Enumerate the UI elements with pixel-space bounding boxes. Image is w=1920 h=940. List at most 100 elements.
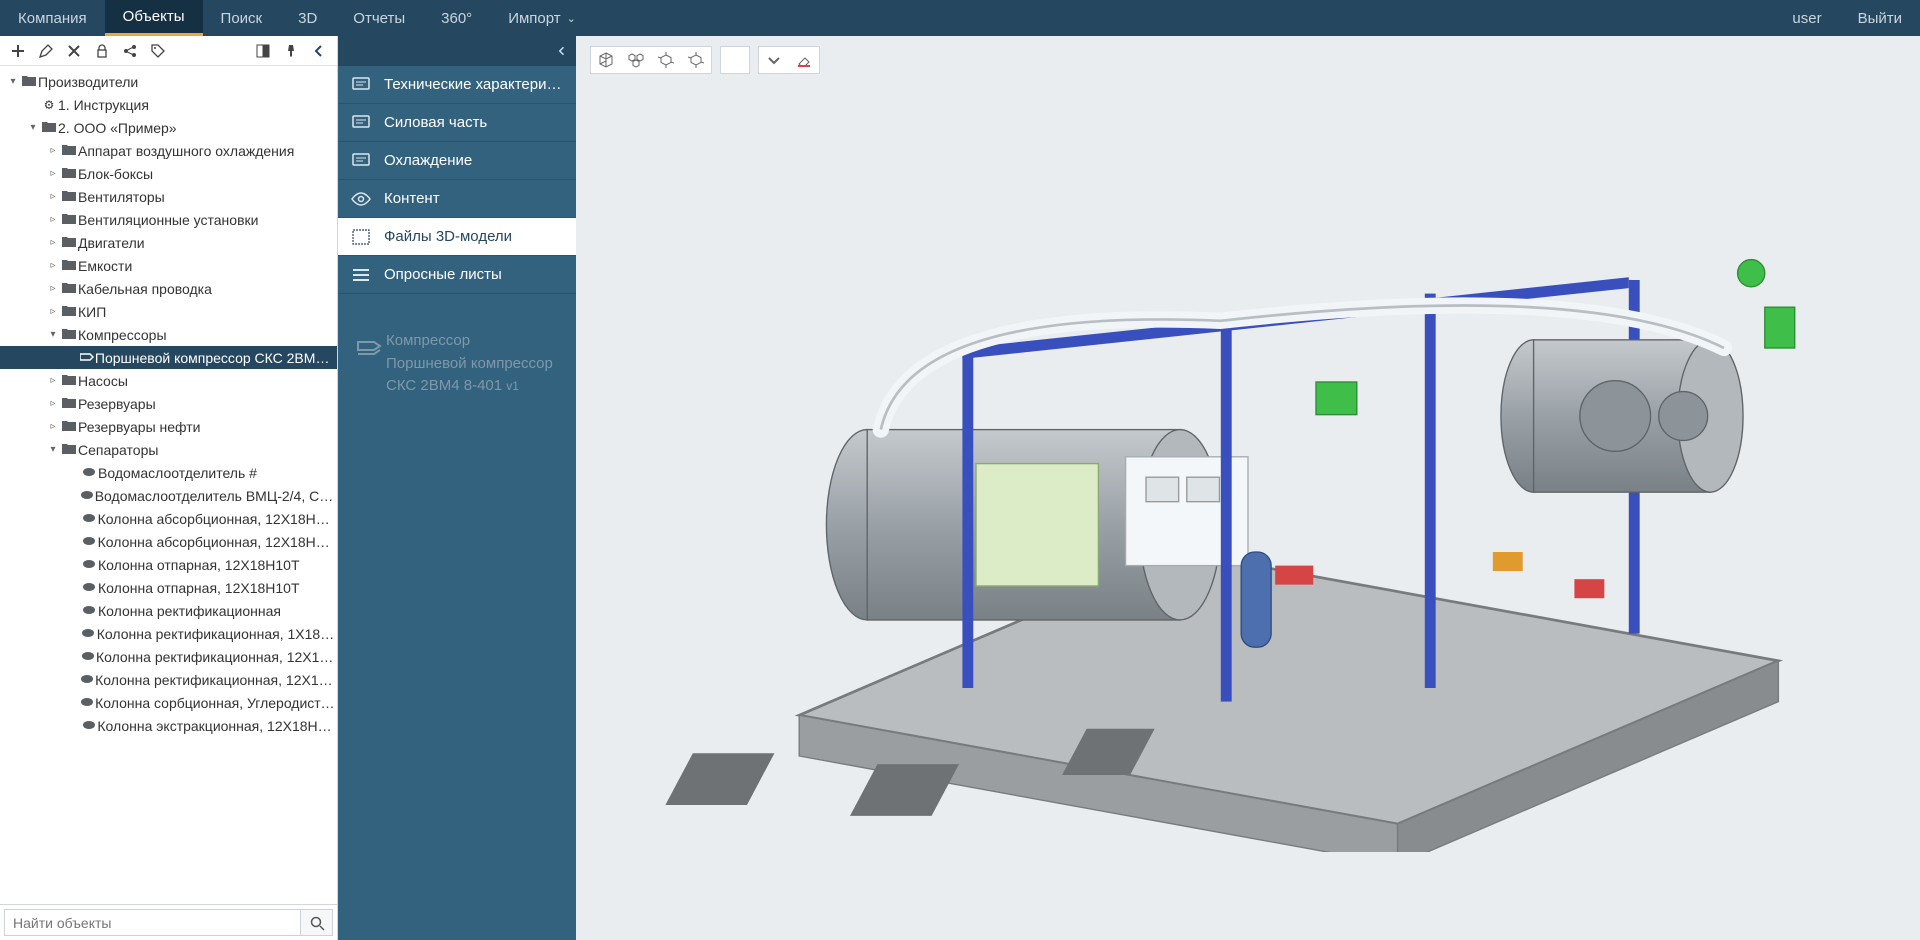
compressor-icon: [354, 330, 386, 398]
nav-user[interactable]: user: [1774, 0, 1839, 36]
tree-vessel-icon: [79, 673, 95, 687]
sec-row-2[interactable]: Охлаждение: [338, 142, 576, 180]
sec-row-3[interactable]: Контент: [338, 180, 576, 218]
tree-arrow-icon: ▹: [46, 214, 60, 225]
tree-row[interactable]: Колонна экстракционная, 12Х18Н10Т: [0, 714, 337, 737]
search-input[interactable]: [4, 909, 301, 936]
tb-collapse-icon[interactable]: [305, 37, 333, 65]
tree-row[interactable]: ▹Емкости: [0, 254, 337, 277]
tb-tag-icon[interactable]: [144, 37, 172, 65]
tree-row[interactable]: Колонна ректификационная: [0, 599, 337, 622]
eye-icon: [348, 189, 374, 209]
tree-row[interactable]: ▹Двигатели: [0, 231, 337, 254]
tree-row[interactable]: ▾Сепараторы: [0, 438, 337, 461]
tree-label: Колонна ректификационная, 1Х18Н9Т: [97, 626, 337, 642]
tree-row[interactable]: Колонна ректификационная, 1Х18Н9Т: [0, 622, 337, 645]
tree-label: Колонна ректификационная: [98, 603, 281, 619]
tb-x-icon[interactable]: [60, 37, 88, 65]
tree-row[interactable]: ▹Резервуары нефти: [0, 415, 337, 438]
nav-item-6[interactable]: Импорт⌄: [490, 0, 594, 36]
tb-split-icon[interactable]: [249, 37, 277, 65]
tree-row[interactable]: Водомаслоотделитель #: [0, 461, 337, 484]
nav-item-5[interactable]: 360°: [423, 0, 490, 36]
tree[interactable]: ▾Производители⚙1. Инструкция▾2. ООО «При…: [0, 66, 337, 904]
tree-row[interactable]: ▾Компрессоры: [0, 323, 337, 346]
search-button[interactable]: [301, 909, 333, 936]
tree-vessel-icon: [80, 581, 98, 595]
tree-folder-icon: [40, 120, 58, 135]
tree-vessel-icon: [79, 627, 96, 641]
tree-label: Компрессоры: [78, 327, 167, 343]
list-icon: [348, 265, 374, 285]
sec-label: Контент: [384, 190, 440, 207]
tree-folder-icon: [60, 327, 78, 342]
sec-row-1[interactable]: Силовая часть: [338, 104, 576, 142]
tree-row[interactable]: Колонна ректификационная, 12Х18Н10Т: [0, 668, 337, 691]
nav-item-0[interactable]: Компания: [0, 0, 105, 36]
sec-collapse[interactable]: [338, 36, 576, 66]
tree-equip-icon: [79, 351, 95, 365]
tree-folder-icon: [60, 166, 78, 181]
tree-row[interactable]: Колонна ректификационная, 12Х18Н9Т: [0, 645, 337, 668]
tree-folder-icon: [60, 373, 78, 388]
sec-row-0[interactable]: Технические характери…: [338, 66, 576, 104]
sec-info: Компрессор Поршневой компрессор СКС 2ВМ4…: [338, 294, 576, 398]
sec-label: Силовая часть: [384, 114, 487, 131]
tb-pin-icon[interactable]: [277, 37, 305, 65]
nav-item-3[interactable]: 3D: [280, 0, 335, 36]
vp-explode-icon[interactable]: [651, 47, 681, 73]
tree-row[interactable]: Колонна абсорбционная, 12Х18Н10Т: [0, 530, 337, 553]
tree-row[interactable]: ▹Насосы: [0, 369, 337, 392]
main-layout: ▾Производители⚙1. Инструкция▾2. ООО «При…: [0, 36, 1920, 940]
tree-label: Колонна экстракционная, 12Х18Н10Т: [97, 718, 337, 734]
tree-label: Аппарат воздушного охлаждения: [78, 143, 294, 159]
sec-row-5[interactable]: Опросные листы: [338, 256, 576, 294]
tree-row[interactable]: Колонна сорбционная, Углеродистая с…: [0, 691, 337, 714]
tree-folder-icon: [60, 189, 78, 204]
tb-share-icon[interactable]: [116, 37, 144, 65]
tree-label: Колонна абсорбционная, 12Х18Н10Т: [98, 511, 337, 527]
tree-label: Вентиляционные установки: [78, 212, 258, 228]
tb-lock-icon[interactable]: [88, 37, 116, 65]
tree-row[interactable]: ▹Блок-боксы: [0, 162, 337, 185]
tree-label: Колонна сорбционная, Углеродистая с…: [95, 695, 337, 711]
tree-vessel-icon: [80, 558, 98, 572]
tree-row[interactable]: ⚙1. Инструкция: [0, 93, 337, 116]
vp-eraser-icon[interactable]: [789, 47, 819, 73]
chat-icon: [348, 75, 374, 95]
tree-vessel-icon: [80, 604, 98, 618]
tree-row[interactable]: Колонна отпарная, 12Х18Н10Т: [0, 553, 337, 576]
tree-row[interactable]: ▹ Вентиляционные установки: [0, 208, 337, 231]
tb-pencil-icon[interactable]: [32, 37, 60, 65]
vp-implode-icon[interactable]: [681, 47, 711, 73]
tree-row[interactable]: ▹Аппарат воздушного охлаждения: [0, 139, 337, 162]
chat-icon: [348, 113, 374, 133]
vp-cube-icon[interactable]: [591, 47, 621, 73]
tree-row[interactable]: Колонна абсорбционная, 12Х18Н10Т: [0, 507, 337, 530]
tree-row[interactable]: ▾Производители: [0, 70, 337, 93]
tree-row[interactable]: ▹КИП: [0, 300, 337, 323]
tree-row[interactable]: Колонна отпарная, 12Х18Н10Т: [0, 576, 337, 599]
tree-row[interactable]: ▹Резервуары: [0, 392, 337, 415]
tree-vessel-icon: [79, 650, 96, 664]
tree-row[interactable]: ▾2. ООО «Пример»: [0, 116, 337, 139]
sec-row-4[interactable]: Файлы 3D-модели: [338, 218, 576, 256]
tree-row[interactable]: Поршневой компрессор СКС 2ВМ4 8-401: [0, 346, 337, 369]
tree-vessel-icon: [80, 466, 98, 480]
tree-label: Поршневой компрессор СКС 2ВМ4 8-401: [95, 350, 337, 366]
vp-caret-icon[interactable]: [759, 47, 789, 73]
tree-label: Емкости: [78, 258, 132, 274]
tree-label: Кабельная проводка: [78, 281, 212, 297]
tb-plus-icon[interactable]: [4, 37, 32, 65]
vp-cubes-icon[interactable]: [621, 47, 651, 73]
viewport-3d[interactable]: [576, 36, 1920, 940]
nav-logout[interactable]: Выйти: [1840, 0, 1920, 36]
nav-item-2[interactable]: Поиск: [203, 0, 281, 36]
nav-item-4[interactable]: Отчеты: [335, 0, 423, 36]
chat-icon: [348, 151, 374, 171]
nav-item-1[interactable]: Объекты: [105, 0, 203, 36]
tree-row[interactable]: Водомаслоотделитель ВМЦ-2/4, Сборн…: [0, 484, 337, 507]
tree-row[interactable]: ▹Вентиляторы: [0, 185, 337, 208]
sec-label: Технические характери…: [384, 76, 561, 93]
tree-row[interactable]: ▹Кабельная проводка: [0, 277, 337, 300]
